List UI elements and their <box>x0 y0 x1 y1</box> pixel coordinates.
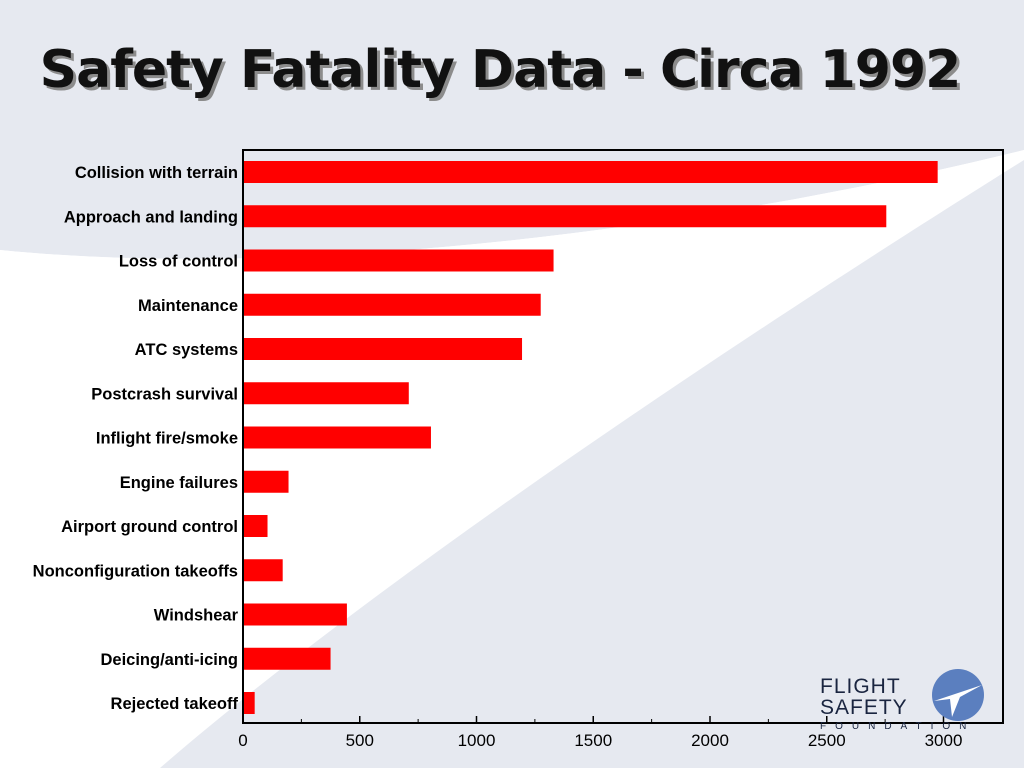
category-label: Engine failures <box>120 474 238 492</box>
bar <box>243 559 283 582</box>
category-label: Airport ground control <box>61 518 238 536</box>
logo-text-foundation: FOUNDATION <box>820 721 976 732</box>
bar <box>243 603 347 626</box>
bar <box>243 249 554 272</box>
slide-title: Safety Fatality Data - Circa 1992 <box>39 40 962 100</box>
x-tick-label: 2000 <box>691 731 729 750</box>
category-label: Inflight fire/smoke <box>96 430 238 448</box>
bar <box>243 647 331 670</box>
x-tick-label: 1500 <box>574 731 612 750</box>
flight-safety-foundation-logo: FLIGHT SAFETY FOUNDATION <box>812 665 1012 745</box>
category-label: Deicing/anti-icing <box>100 651 238 669</box>
logo-text-flight: FLIGHT <box>820 675 901 698</box>
category-label: Maintenance <box>138 297 238 315</box>
category-label: Approach and landing <box>64 208 238 226</box>
x-axis: 0 500 1000 1500 2000 2500 3000 <box>238 716 962 750</box>
category-labels: Collision with terrain Approach and landi… <box>33 164 239 713</box>
category-label: Windshear <box>154 607 239 625</box>
category-label: Collision with terrain <box>75 164 238 182</box>
bar <box>243 338 523 360</box>
x-tick-label: 500 <box>346 731 374 750</box>
plot-border <box>242 149 1004 724</box>
bar <box>243 515 268 537</box>
bar <box>243 161 938 183</box>
logo-text-safety: SAFETY <box>820 696 908 719</box>
bar <box>243 692 255 714</box>
plane-globe-icon <box>932 669 984 721</box>
category-label: Postcrash survival <box>91 385 238 403</box>
bar <box>243 426 431 449</box>
bar <box>243 382 409 405</box>
bars-group <box>243 161 938 714</box>
bar <box>243 293 541 316</box>
x-tick-label: 2500 <box>808 731 846 750</box>
bar <box>243 205 887 228</box>
category-label: Nonconfiguration takeoffs <box>33 562 238 580</box>
x-tick-label: 0 <box>238 731 247 750</box>
x-tick-label: 1000 <box>458 731 496 750</box>
x-tick-label: 3000 <box>925 731 963 750</box>
category-label: ATC systems <box>135 341 238 359</box>
category-label: Loss of control <box>119 253 238 271</box>
bar <box>243 470 289 493</box>
category-label: Rejected takeoff <box>111 695 239 713</box>
